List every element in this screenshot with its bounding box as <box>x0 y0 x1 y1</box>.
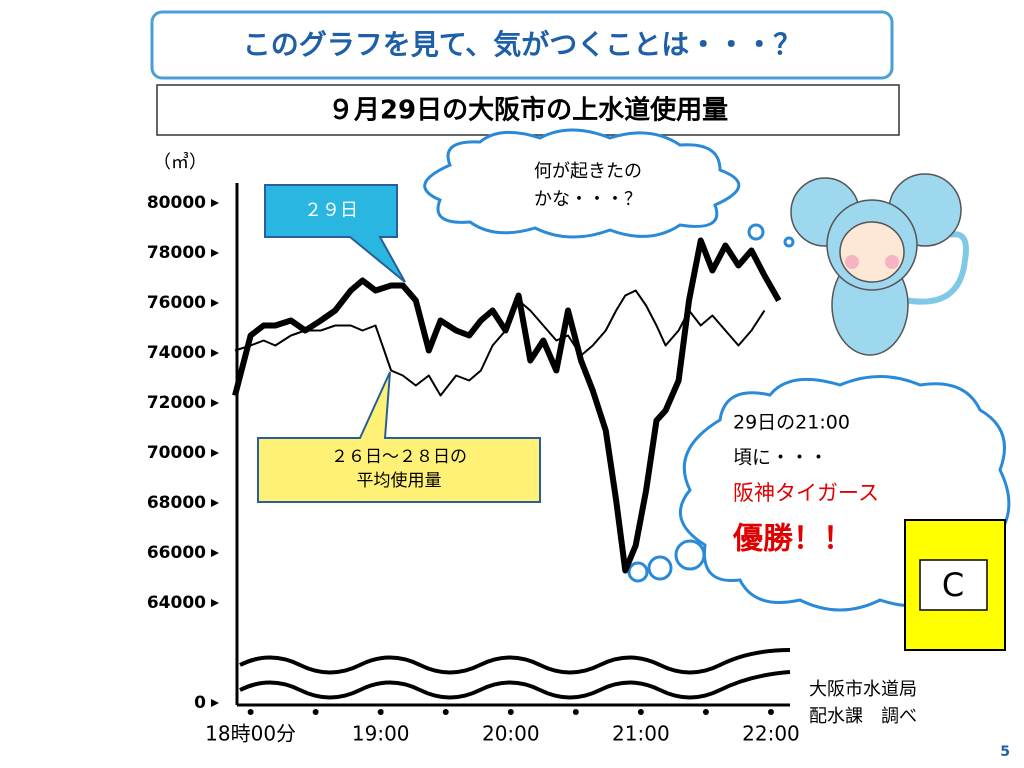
tick-mark <box>211 349 219 357</box>
tick-mark <box>211 249 219 257</box>
tick-mark <box>637 709 644 715</box>
thought-text: 阪神タイガース <box>733 481 879 505</box>
tick-mark <box>442 709 449 715</box>
source: 大阪市水道局 <box>809 679 917 700</box>
x-tick-label: 21:00 <box>612 722 670 746</box>
source: 配水課 調べ <box>809 706 917 727</box>
thought-text: 優勝！！ <box>732 522 853 557</box>
thought-text: 何が起きたの <box>534 161 642 182</box>
thought-text: かな・・・？ <box>534 189 642 210</box>
title-box <box>150 10 894 80</box>
y-axis-label: （㎥） <box>153 152 207 173</box>
y-tick-label: 66000 <box>147 543 206 563</box>
subtitle: ９月29日の大阪市の上水道使用量 <box>328 95 728 126</box>
y-tick-label: 0 <box>194 693 206 713</box>
subtitle-box <box>156 84 900 136</box>
title: このグラフを見て、気がつくことは・・・？ <box>243 28 802 61</box>
y-tick-label: 64000 <box>147 593 206 613</box>
legend-label: ２６日～２８日の平均使用量 <box>331 447 467 491</box>
tick-mark <box>211 299 219 307</box>
thought-bubble <box>423 128 795 248</box>
callout <box>264 184 406 283</box>
x-tick-label: 22:00 <box>742 722 800 746</box>
tick-mark <box>211 549 219 557</box>
legend-label: ２９日 <box>304 200 358 221</box>
y-tick-label: 76000 <box>147 293 206 313</box>
data-line <box>234 289 766 397</box>
thought-text: 頃に・・・ <box>733 447 828 469</box>
tick-mark <box>767 709 774 715</box>
y-tick-label: 78000 <box>147 243 206 263</box>
tick-mark <box>507 709 514 715</box>
tick-mark <box>211 199 219 207</box>
tick-mark <box>211 399 219 407</box>
page-number: 5 <box>1000 744 1010 760</box>
tick-mark <box>702 709 709 715</box>
y-tick-label: 74000 <box>147 343 206 363</box>
tick-mark <box>211 599 219 607</box>
tick-mark <box>572 709 579 715</box>
tick-mark <box>247 709 254 715</box>
x-tick-label: 18時00分 <box>205 722 296 746</box>
y-tick-label: 70000 <box>147 443 206 463</box>
y-tick-label: 80000 <box>147 193 206 213</box>
x-tick-label: 19:00 <box>352 722 410 746</box>
axis-break <box>239 648 791 675</box>
badge-inner <box>919 559 988 611</box>
y-tick-label: 72000 <box>147 393 206 413</box>
thought-text: 29日の21:00 <box>733 412 850 434</box>
y-tick-label: 68000 <box>147 493 206 513</box>
badge: C <box>942 566 964 604</box>
tick-mark <box>211 449 219 457</box>
tick-mark <box>211 499 219 507</box>
callout <box>257 371 541 503</box>
tick-mark <box>377 709 384 715</box>
axis-break <box>239 670 791 700</box>
x-tick-label: 20:00 <box>482 722 540 746</box>
tick-mark <box>211 699 219 707</box>
mascot <box>790 173 969 356</box>
tick-mark <box>312 709 319 715</box>
